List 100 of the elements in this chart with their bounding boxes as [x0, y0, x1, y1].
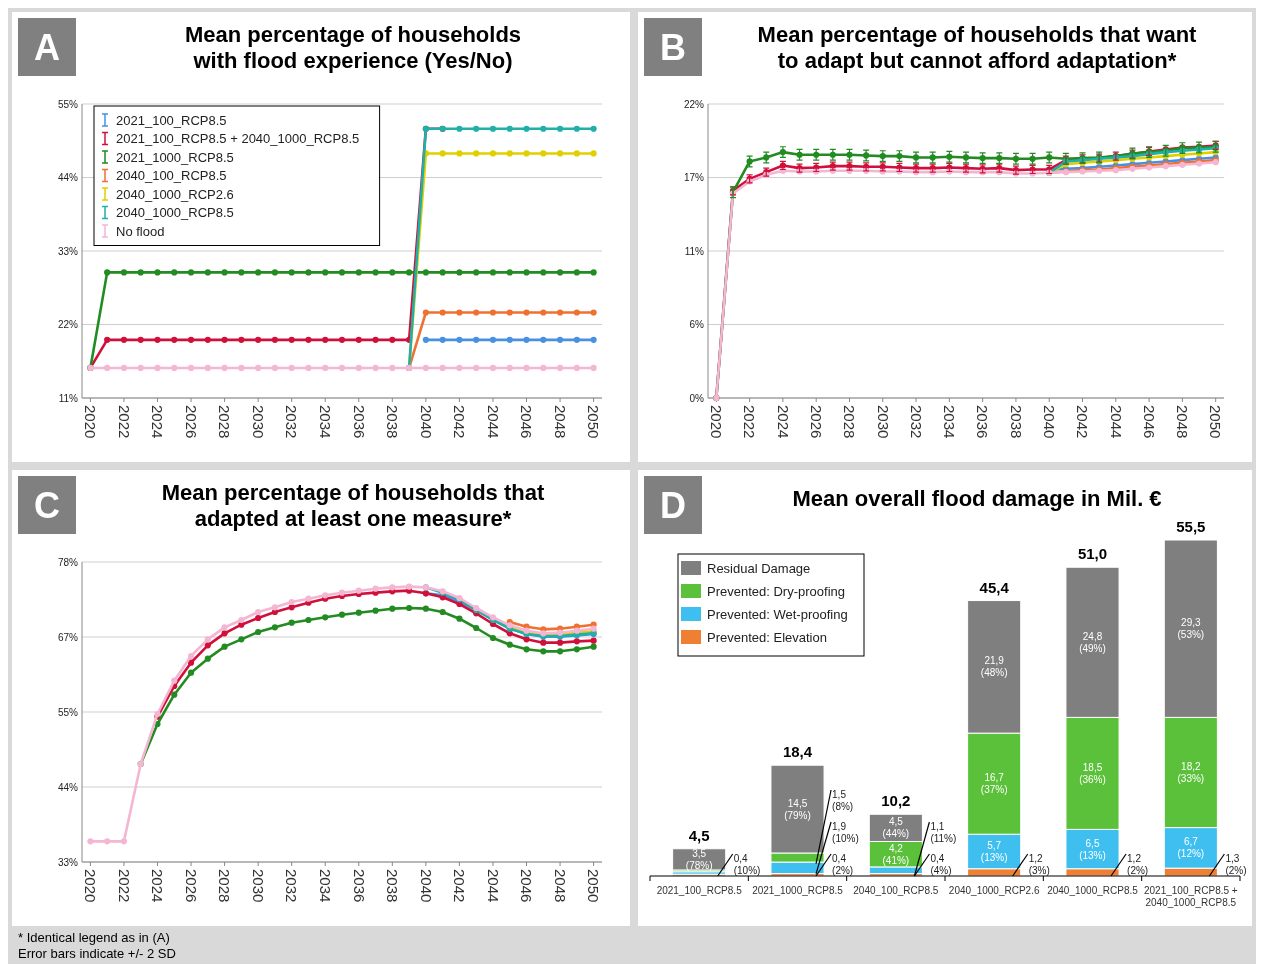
legend-label: 2021_1000_RCP8.5 — [116, 149, 234, 165]
legend-label: 2040_100_RCP8.5 — [116, 168, 227, 184]
x-tick-label: 2050 — [585, 869, 603, 903]
x-tick-label: 2028 — [216, 869, 234, 903]
data-label: 16,7 (37%) — [980, 772, 1008, 796]
legend-label: 2040_1000_RCP8.5 — [116, 205, 234, 221]
x-tick-label: 2030 — [249, 405, 267, 439]
x-tick-label: 2026 — [807, 405, 825, 439]
text: D — [660, 485, 686, 526]
data-label: 24,8 (49%) — [1079, 630, 1106, 654]
x-tick-label: 2040 — [417, 869, 435, 903]
x-tick-label: 2040 — [1040, 405, 1058, 439]
x-tick-label: 2020 — [82, 869, 100, 903]
data-label: 14,5 (79%) — [784, 797, 811, 821]
y-tick-label: 78% — [57, 556, 79, 568]
x-tick-label: 2038 — [384, 869, 402, 903]
x-tick-label: 2021_100_RCP8.5 + 2040_1000_RCP8.5 — [1143, 885, 1238, 908]
y-tick-label: 22% — [683, 98, 705, 110]
legend-label: 2040_1000_RCP2.6 — [116, 186, 234, 202]
x-tick-label: 2036 — [350, 869, 368, 903]
x-tick-label: 2032 — [907, 405, 925, 439]
x-tick-label: 2020 — [82, 405, 100, 439]
chart-title: Mean percentage of households that want to adapt but cannot afford adaptation* — [757, 22, 1198, 73]
data-label: 4,2 (41%) — [882, 842, 910, 866]
x-tick-label: 2036 — [974, 405, 992, 439]
x-tick-label: 2036 — [350, 405, 368, 439]
y-tick-label: 11% — [58, 392, 79, 404]
x-tick-label: 2040_1000_RCP2.6 — [948, 885, 1040, 896]
data-label: 4,5 (44%) — [882, 816, 910, 840]
x-tick-label: 2040_1000_RCP8.5 — [1047, 885, 1139, 896]
chart-title: Mean percentage of households with flood experience (Yes/No) — [184, 22, 522, 73]
data-label: 6,7 (12%) — [1177, 836, 1205, 860]
y-tick-label: 17% — [683, 172, 705, 183]
y-tick-label: 33% — [57, 245, 79, 257]
legend-label: Prevented: Dry-proofing — [707, 583, 846, 599]
y-tick-label: 44% — [57, 781, 79, 793]
chart-title: Mean percentage of households that adapted at least one measure* — [161, 480, 545, 531]
x-tick-label: 2028 — [841, 405, 859, 439]
x-tick-label: 2022 — [741, 405, 759, 439]
data-label: 1,2 (2%) — [1127, 852, 1149, 876]
x-tick-label: 2040 — [417, 405, 435, 439]
x-tick-label: 2046 — [518, 869, 536, 903]
legend-label: 2021_100_RCP8.5 — [116, 112, 227, 128]
text: A — [34, 27, 60, 68]
x-tick-label: 2048 — [551, 869, 569, 903]
y-tick-label: 44% — [57, 172, 79, 183]
x-tick-label: 2044 — [484, 405, 502, 439]
y-tick-label: 11% — [684, 245, 705, 257]
x-tick-label: 2048 — [551, 405, 569, 439]
data-label: 0,4 (2%) — [832, 852, 854, 876]
legend-label: Residual Damage — [707, 560, 811, 576]
x-tick-label: 2034 — [941, 405, 959, 439]
total-label: 10,2 — [881, 792, 911, 810]
chart-title: Mean overall flood damage in Mil. € — [792, 486, 1162, 511]
x-tick-label: 2046 — [518, 405, 536, 439]
data-label: 18,2 (33%) — [1177, 760, 1205, 784]
x-tick-label: 2044 — [484, 869, 502, 903]
x-tick-label: 2030 — [249, 869, 267, 903]
data-label: 6,5 (13%) — [1079, 837, 1106, 861]
x-tick-label: 2034 — [316, 405, 334, 439]
data-label: 1,2 (3%) — [1028, 852, 1050, 876]
total-label: 55,5 — [1176, 518, 1206, 535]
data-label: 29,3 (53%) — [1177, 617, 1205, 641]
x-tick-label: 2022 — [115, 405, 133, 439]
x-tick-label: 2021_1000_RCP8.5 — [752, 885, 844, 896]
x-tick-label: 2046 — [1140, 405, 1158, 439]
x-tick-label: 2024 — [149, 405, 167, 439]
total-label: 51,0 — [1077, 545, 1108, 563]
x-tick-label: 2026 — [182, 869, 200, 903]
data-label: 1,5 (8%) — [832, 788, 854, 812]
text: B — [660, 27, 686, 68]
x-tick-label: 2030 — [874, 405, 892, 439]
x-tick-label: 2050 — [585, 405, 603, 439]
y-tick-label: 55% — [57, 706, 79, 718]
x-tick-label: 2038 — [1007, 405, 1025, 439]
text: C — [34, 485, 60, 526]
data-label: 1,3 (2%) — [1225, 852, 1247, 876]
total-label: 18,4 — [782, 743, 813, 761]
x-tick-label: 2020 — [708, 405, 726, 439]
x-tick-label: 2032 — [283, 405, 301, 439]
x-tick-label: 2022 — [115, 869, 133, 903]
text: * Identical legend as in (A) — [18, 930, 170, 945]
y-tick-label: 67% — [57, 631, 79, 643]
x-tick-label: 2048 — [1174, 405, 1192, 439]
text: Error bars indicate +/- 2 SD — [18, 946, 176, 961]
x-tick-label: 2024 — [149, 869, 167, 903]
y-tick-label: 55% — [57, 98, 79, 110]
data-label: 21,9 (48%) — [980, 655, 1008, 679]
total-label: 45,4 — [979, 578, 1010, 596]
x-tick-label: 2042 — [1074, 405, 1092, 439]
total-label: 4,5 — [688, 826, 710, 844]
y-tick-label: 22% — [57, 319, 79, 330]
data-label: 1,1 (11%) — [930, 820, 957, 844]
x-tick-label: 2021_100_RCP8.5 — [656, 885, 743, 896]
x-tick-label: 2040_100_RCP8.5 — [853, 885, 939, 896]
y-tick-label: 33% — [57, 856, 79, 868]
data-label: 18,5 (36%) — [1079, 761, 1106, 785]
y-tick-label: 0% — [689, 392, 705, 404]
data-label: 0,4 (4%) — [930, 852, 952, 876]
x-tick-label: 2032 — [283, 869, 301, 903]
